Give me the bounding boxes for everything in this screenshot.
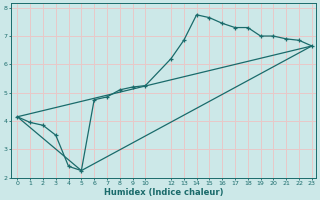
X-axis label: Humidex (Indice chaleur): Humidex (Indice chaleur) bbox=[104, 188, 223, 197]
